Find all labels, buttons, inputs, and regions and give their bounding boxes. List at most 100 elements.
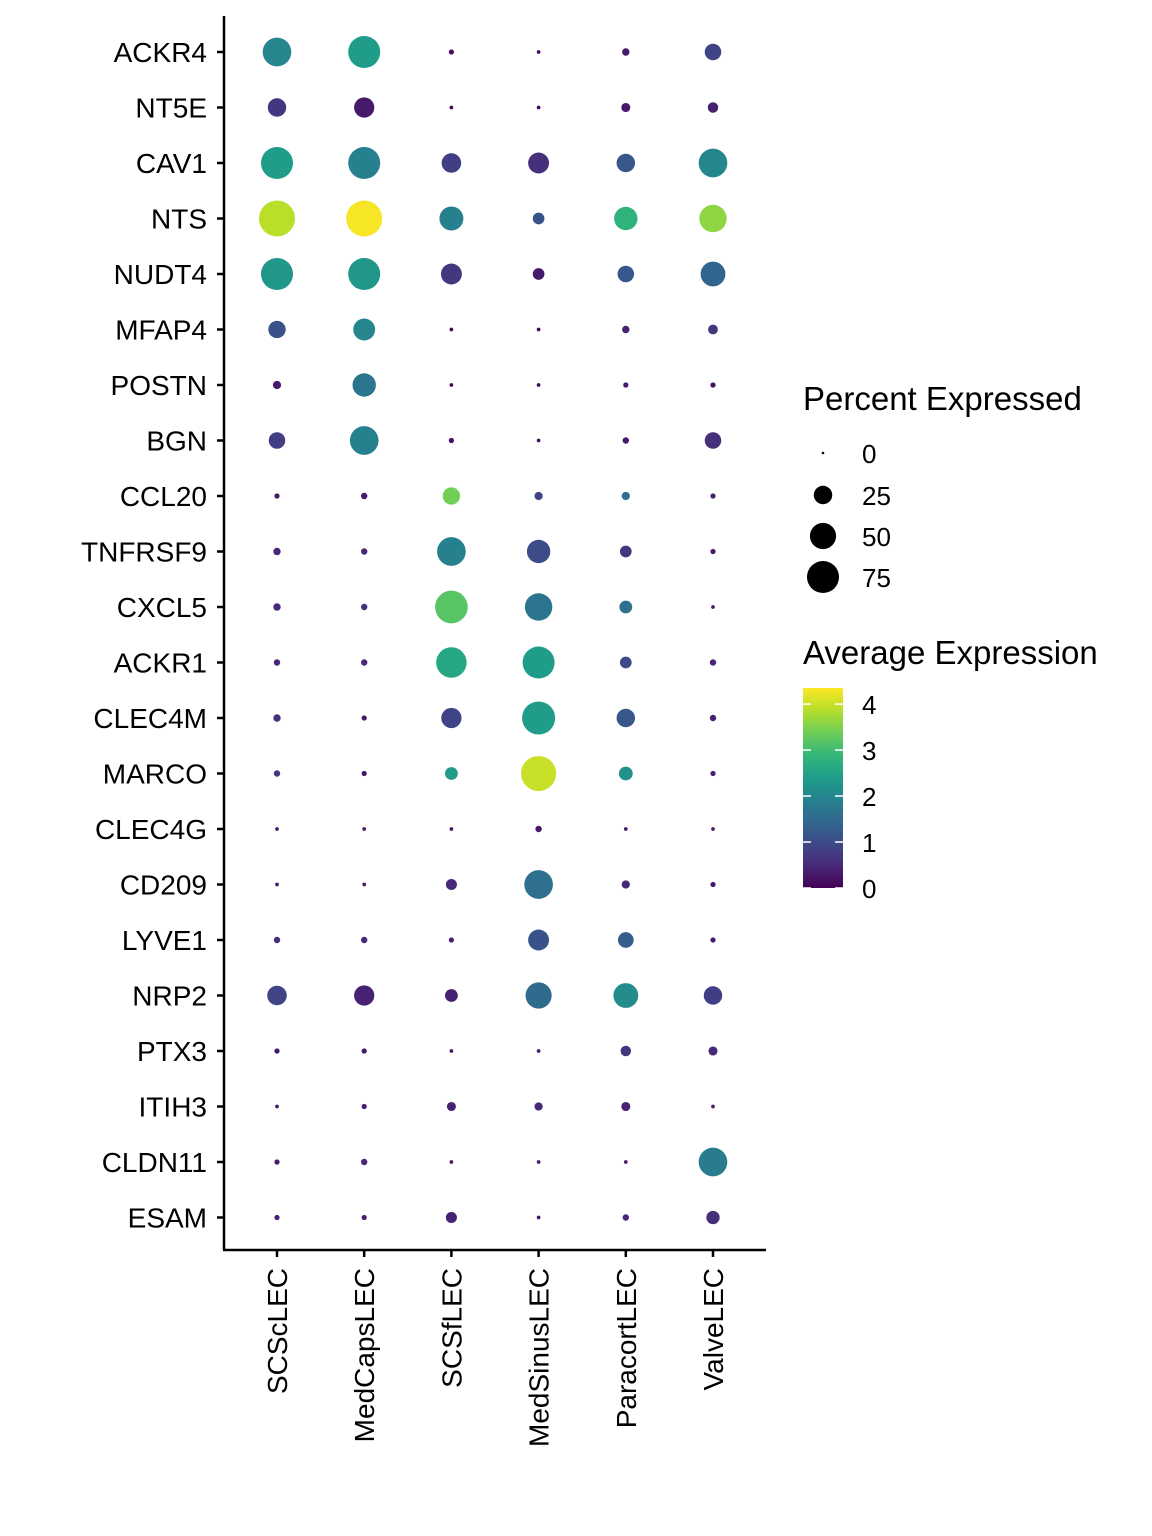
y-tick-label: POSTN	[111, 370, 207, 401]
dot-itih3-scsflec	[446, 1101, 456, 1112]
dot-ptx3-valvelec	[708, 1046, 718, 1056]
dot-clec4g-medcapslec	[362, 827, 367, 831]
dot-itih3-medsinuslec	[534, 1102, 543, 1111]
dot-nts-scsflec	[439, 206, 464, 231]
dot-ackr4-scsclec	[262, 37, 292, 67]
x-tick-label: MedSinusLEC	[524, 1268, 555, 1447]
size-legend-label: 75	[862, 563, 891, 593]
size-legend-dot	[806, 560, 840, 594]
color-legend: Average Expression 0 1 2 3 4	[803, 634, 1098, 904]
dot-cav1-scsclec	[260, 146, 294, 180]
dot-ackr4-medcapslec	[348, 35, 381, 69]
dot-esam-paracortlec	[622, 1214, 630, 1221]
dot-cldn11-medcapslec	[360, 1158, 368, 1166]
dot-nudt4-paracortlec	[617, 265, 635, 283]
dot-cxcl5-scsclec	[273, 603, 281, 611]
dot-marco-scsclec	[273, 770, 281, 777]
y-tick-label: MFAP4	[115, 315, 207, 346]
dot-cd209-scsclec	[275, 882, 279, 887]
dot-nrp2-scsflec	[444, 989, 458, 1002]
size-legend: Percent Expressed 0 25 50 75	[803, 380, 1082, 594]
dot-mfap4-scsflec	[449, 327, 454, 332]
y-tick-label: CLDN11	[102, 1147, 207, 1178]
dot-nrp2-paracortlec	[613, 983, 639, 1008]
y-tick-label: CLEC4M	[93, 703, 207, 734]
dot-ackr1-paracortlec	[619, 656, 632, 669]
dot-cav1-medcapslec	[348, 146, 381, 180]
dot-itih3-paracortlec	[621, 1101, 631, 1112]
y-tick-label: ITIH3	[139, 1092, 207, 1123]
x-tick-layer: SCScLEC MedCapsLEC SCSfLEC MedSinusLEC Parac…	[262, 1250, 729, 1447]
y-tick-label: LYVE1	[122, 925, 207, 956]
dot-cav1-scsflec	[441, 153, 462, 173]
x-tick-label: ValveLEC	[698, 1268, 729, 1390]
dot-ackr4-medsinuslec	[536, 50, 541, 54]
dot-cd209-medcapslec	[362, 882, 367, 887]
dot-clec4m-medcapslec	[361, 715, 367, 721]
dot-marco-medcapslec	[361, 770, 367, 777]
dot-cxcl5-medcapslec	[360, 603, 368, 611]
y-tick-label: NT5E	[135, 93, 207, 124]
y-tick-label: ACKR4	[114, 37, 207, 68]
dot-ackr1-scsflec	[436, 647, 467, 678]
dot-clec4g-medsinuslec	[535, 825, 542, 833]
dot-nt5e-medcapslec	[354, 97, 375, 118]
dot-lyve1-scsclec	[273, 936, 281, 944]
color-legend-title: Average Expression	[803, 634, 1098, 671]
dot-ccl20-scsclec	[274, 493, 280, 499]
dot-nrp2-medcapslec	[354, 985, 375, 1006]
dot-ccl20-valvelec	[710, 493, 716, 499]
dot-esam-scsclec	[274, 1214, 280, 1221]
dot-cxcl5-scsflec	[435, 590, 468, 624]
dot-bgn-scsflec	[448, 437, 455, 444]
dot-tnfrsf9-paracortlec	[619, 545, 632, 558]
colorbar	[803, 688, 843, 888]
x-tick-label: MedCapsLEC	[349, 1268, 380, 1442]
y-tick-label: CLEC4G	[95, 814, 207, 845]
dot-marco-medsinuslec	[521, 755, 557, 792]
dot-cav1-valvelec	[698, 148, 728, 178]
dot-nt5e-valvelec	[707, 102, 719, 113]
dot-clec4m-medsinuslec	[522, 701, 556, 735]
dot-nts-medcapslec	[346, 200, 383, 237]
y-tick-label: CCL20	[120, 481, 207, 512]
y-tick-label: CD209	[120, 870, 207, 901]
dot-tnfrsf9-medsinuslec	[526, 539, 551, 564]
dot-postn-medcapslec	[352, 373, 376, 397]
dot-ccl20-medsinuslec	[534, 491, 543, 501]
dot-mfap4-medcapslec	[353, 318, 376, 341]
dot-postn-scsclec	[272, 380, 282, 390]
dot-bgn-scsclec	[268, 432, 286, 449]
colorbar-label: 2	[862, 782, 876, 812]
dot-cxcl5-paracortlec	[619, 600, 633, 614]
dot-ptx3-scsclec	[274, 1048, 280, 1054]
dot-lyve1-paracortlec	[617, 932, 634, 948]
dot-ackr1-scsclec	[273, 659, 281, 666]
dot-postn-scsflec	[449, 383, 454, 387]
dot-esam-medsinuslec	[536, 1215, 541, 1220]
dot-marco-paracortlec	[618, 766, 633, 781]
dot-cd209-medsinuslec	[524, 870, 553, 899]
dot-clec4m-scsflec	[441, 707, 462, 729]
dot-clec4m-paracortlec	[616, 708, 636, 728]
dot-cldn11-valvelec	[698, 1147, 728, 1177]
dot-lyve1-scsflec	[448, 937, 455, 943]
dot-tnfrsf9-scsclec	[273, 547, 281, 556]
dot-tnfrsf9-valvelec	[710, 548, 716, 555]
dot-esam-valvelec	[706, 1210, 720, 1225]
dot-tnfrsf9-medcapslec	[360, 548, 368, 555]
dot-ptx3-medcapslec	[361, 1048, 367, 1054]
dot-bgn-valvelec	[704, 432, 722, 449]
x-tick-label: SCSfLEC	[436, 1268, 467, 1388]
dot-lyve1-medsinuslec	[528, 929, 550, 951]
y-tick-layer: ACKR4 NT5E CAV1 NTS NUDT4 MFAP4 POSTN BGN CCL20 T…	[81, 37, 224, 1234]
colorbar-label: 4	[862, 690, 876, 720]
dot-itih3-medcapslec	[361, 1103, 367, 1110]
dot-nts-paracortlec	[614, 206, 638, 231]
dot-cldn11-scsclec	[274, 1159, 280, 1165]
dot-esam-scsflec	[445, 1211, 457, 1224]
dot-clec4g-valvelec	[711, 827, 715, 831]
size-legend-label: 25	[862, 481, 891, 511]
dot-clec4g-paracortlec	[623, 827, 628, 831]
